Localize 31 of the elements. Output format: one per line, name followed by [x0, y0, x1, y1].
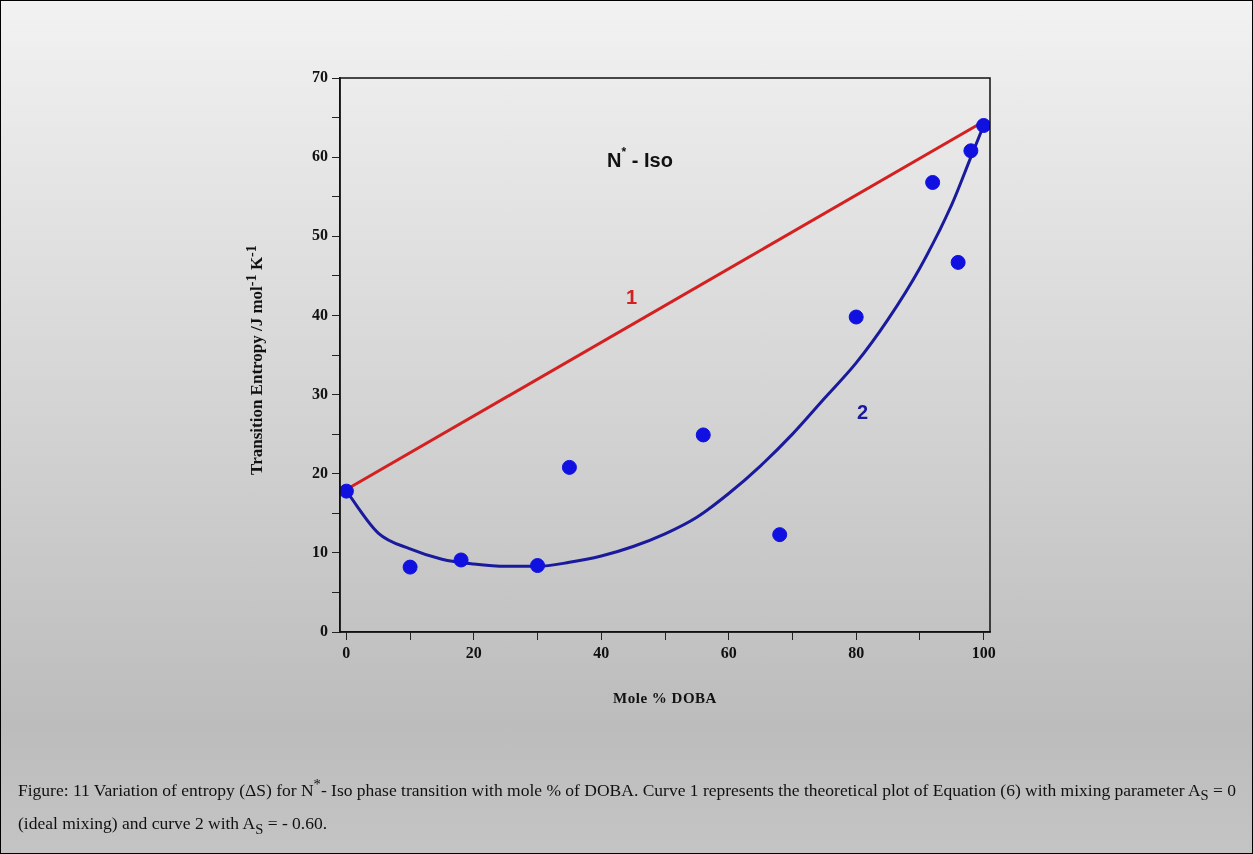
point	[925, 174, 941, 190]
point	[402, 559, 418, 575]
x-tick-label: 80	[848, 643, 865, 661]
y-tick-label: 30	[312, 384, 328, 402]
x-axis-title: Mole % DOBA	[613, 690, 717, 707]
x-tick-label: 0	[342, 643, 351, 661]
x-tick-label: 20	[465, 643, 482, 661]
x-tick-label: 60	[720, 643, 737, 661]
point	[695, 427, 711, 443]
y-tick-label: 70	[312, 68, 328, 86]
point	[976, 117, 990, 133]
text: Figure: 11 Variation of entropy (ΔS) for N$^{*}$- Iso phase transition with mole % of DOBA. Curve 1 represents the theoretical plot of Equation (6) with mixing parameter A$_{S}$ = 0 (ideal mixing) and curve 2 with A$_{S}$ = - 0.60.	[18, 776, 1237, 837]
y-tick-label: 0	[320, 622, 328, 640]
y-tick-label: 20	[312, 463, 328, 481]
series-label: 1	[625, 285, 638, 308]
x-tick-label: 40	[593, 643, 610, 661]
point	[848, 309, 864, 325]
point	[950, 254, 966, 270]
y-tick-label: 10	[312, 543, 328, 560]
y-tick-label: 60	[312, 147, 328, 165]
y-tick-label: 40	[312, 305, 328, 323]
annotation: N* - Iso	[607, 145, 673, 171]
point	[340, 483, 354, 499]
point	[772, 527, 788, 543]
x-tick-label: 100	[971, 643, 996, 661]
point	[530, 558, 546, 574]
series-label: 2	[857, 400, 869, 423]
point	[453, 552, 469, 568]
point	[963, 143, 979, 159]
point	[561, 459, 577, 475]
y-tick-label: 50	[312, 226, 328, 244]
